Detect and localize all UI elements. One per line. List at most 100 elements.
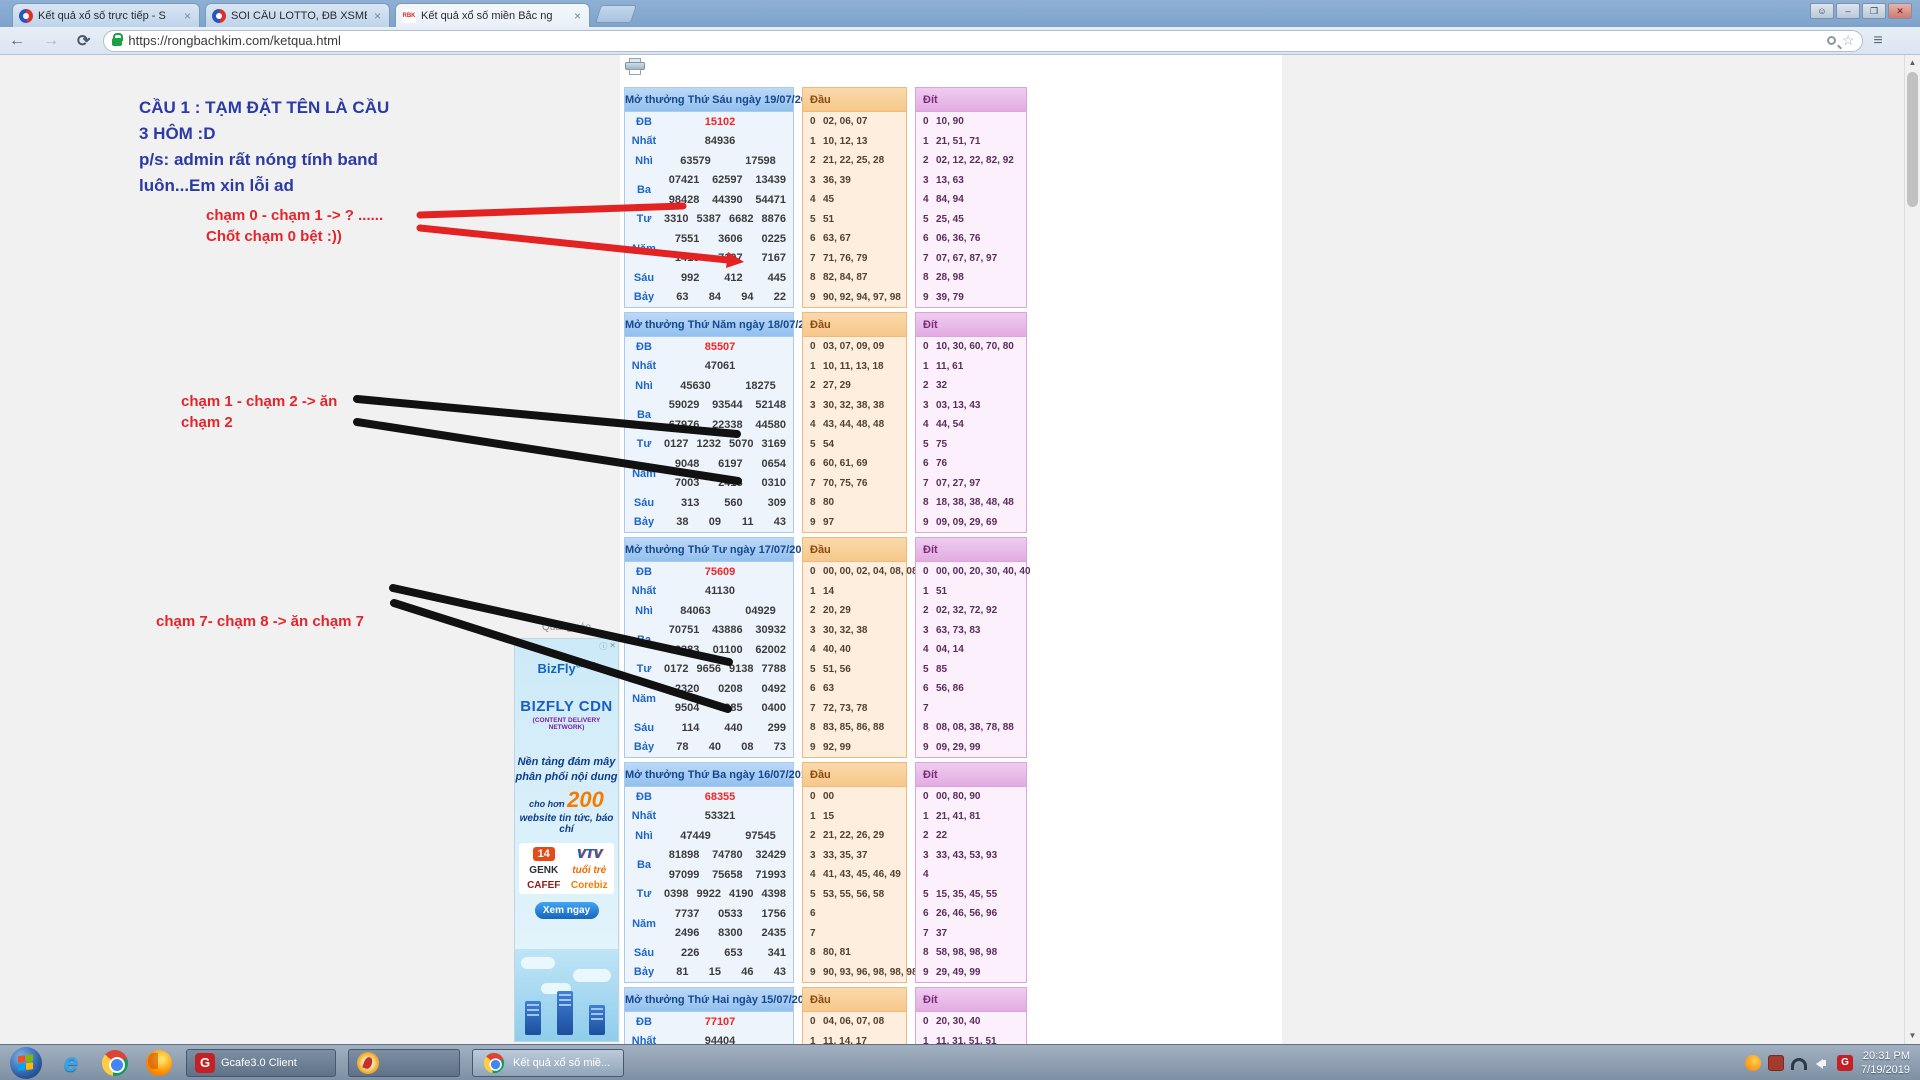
annotation-note-1: chạm 0 - chạm 1 -> ? ...... Chốt chạm 0 b… (206, 207, 384, 245)
scrollbar[interactable]: ▲ ▼ (1904, 55, 1920, 1044)
prize-value: 45630 (680, 379, 711, 392)
scroll-up-icon[interactable]: ▲ (1908, 58, 1917, 67)
prize-value: 15102 (704, 115, 736, 128)
dit-panel-title: Đít (916, 763, 1026, 787)
prize-value: 9504 (674, 702, 700, 715)
dit-row: 5 85 (923, 663, 948, 675)
taskbar-button-garena[interactable] (348, 1048, 460, 1077)
tray-firefox-icon[interactable] (1745, 1054, 1762, 1071)
dau-row: 3 30, 32, 38 (810, 624, 868, 636)
close-button[interactable]: ✕ (1888, 3, 1912, 19)
tab-close-icon[interactable]: × (183, 8, 191, 23)
prize-value: 32429 (755, 849, 786, 862)
taskbar: e G Gcafe3.0 Client Kết quả xổ số miề...… (0, 1044, 1920, 1080)
search-icon[interactable] (1826, 36, 1836, 45)
bookmark-star-icon[interactable]: ☆ (1841, 32, 1855, 48)
prize-row: Nhất 41130 (625, 582, 793, 602)
prize-label: Bảy (633, 516, 655, 529)
tab-1[interactable]: Kết quả xổ số trực tiếp - S × (12, 3, 200, 27)
tray-app-icon[interactable] (1768, 1054, 1785, 1071)
prize-label: Ba (636, 184, 652, 196)
print-icon[interactable] (625, 58, 645, 75)
dau-row: 9 92, 99 (810, 741, 851, 753)
prize-value: 226 (680, 946, 700, 959)
address-bar[interactable]: https://rongbachkim.com/ketqua.html ☆ (103, 29, 1864, 52)
prize-value: 7737 (674, 907, 700, 920)
prize-label: Nhất (631, 810, 657, 823)
lottery-result-block: Mở thưởng Thứ Năm ngày 18/07/2019 ĐB 8550… (624, 312, 1027, 533)
dau-row: 6 60, 61, 69 (810, 458, 868, 470)
prize-row: ĐB 75609 (625, 562, 793, 582)
dit-row: 4 44, 54 (923, 419, 964, 431)
new-tab-button[interactable] (595, 5, 637, 23)
forward-button[interactable]: → (43, 31, 59, 49)
dau-row: 7 70, 75, 76 (810, 477, 868, 489)
prize-value: 97099 (668, 868, 700, 881)
prize-label: ĐB (636, 790, 652, 803)
dit-row: 0 10, 90 (923, 116, 964, 128)
ad-info-icon[interactable]: ⓘ (599, 642, 608, 651)
prize-value: 47449 (680, 829, 711, 842)
menu-icon[interactable]: ≡ (1873, 31, 1883, 49)
tab-close-icon[interactable]: × (573, 8, 581, 23)
ad-close-icon[interactable]: ✕ (609, 641, 616, 650)
tab-close-icon[interactable]: × (373, 8, 381, 23)
dau-row: 4 43, 44, 48, 48 (810, 419, 885, 431)
scroll-thumb[interactable] (1907, 72, 1918, 207)
minimize-button[interactable]: – (1836, 3, 1860, 19)
prize-value: 84936 (704, 135, 736, 148)
prize-value: 44390 (712, 193, 743, 206)
system-tray: G (1745, 1054, 1854, 1071)
taskbar-button-chrome-active[interactable]: Kết quả xổ số miề... (472, 1048, 624, 1077)
prize-value: 992 (680, 271, 700, 284)
dau-row: 4 40, 40 (810, 644, 851, 656)
prize-value: 47061 (704, 360, 736, 373)
prize-value: 1756 (761, 907, 786, 920)
dau-row: 1 10, 12, 13 (810, 135, 868, 147)
back-button[interactable]: ← (9, 31, 25, 49)
dit-row: 0 00, 00, 20, 30, 40, 40 (923, 566, 1031, 578)
prize-value: 43 (773, 966, 786, 979)
ad-illustration (515, 949, 618, 1041)
ad-banner[interactable]: ⓘ ✕ BizFlyCloud BIZFLY CDN (CONTENT DELI… (514, 638, 619, 1042)
prize-value: 40 (708, 741, 721, 754)
prize-row: Ba 81898 74780 32429 97099 75658 71993 (625, 846, 793, 885)
prize-value: 01100 (712, 643, 743, 656)
prize-value: 3169 (761, 438, 786, 451)
prize-label: ĐB (636, 340, 652, 353)
tab-2[interactable]: SOI CẦU LOTTO, ĐB XSMB × (205, 3, 390, 27)
scroll-down-icon[interactable]: ▼ (1908, 1031, 1917, 1040)
chrome-icon[interactable] (100, 1048, 130, 1078)
start-button[interactable] (10, 1046, 42, 1079)
taskbar-button-gcafe[interactable]: G Gcafe3.0 Client (186, 1048, 336, 1077)
tray-volume-icon[interactable] (1814, 1055, 1830, 1071)
dit-row: 3 33, 43, 53, 93 (923, 849, 998, 861)
tab-3-active[interactable]: RBK Kết quả xổ số miền Bắc ng × (395, 3, 590, 27)
tray-gcafe-icon[interactable]: G (1837, 1054, 1854, 1071)
firefox-icon[interactable] (144, 1048, 174, 1078)
maximize-button[interactable]: ❐ (1862, 3, 1886, 19)
dit-row: 7 07, 27, 97 (923, 477, 981, 489)
dit-row: 7 07, 67, 87, 97 (923, 252, 998, 264)
prize-value: 309 (767, 496, 786, 509)
internet-explorer-icon[interactable]: e (63, 1047, 79, 1077)
prize-row: Sáu 992 412 445 (625, 268, 793, 288)
result-table-title: Mở thưởng Thứ Hai ngày 15/07/2019 (625, 988, 816, 1012)
prize-label: Nhì (635, 829, 653, 842)
browser-toolbar: ← → ⟳ https://rongbachkim.com/ketqua.htm… (0, 27, 1920, 55)
taskbar-clock[interactable]: 20:31 PM 7/19/2019 (1861, 1049, 1910, 1077)
prize-value: 2496 (674, 927, 700, 940)
dau-row: 0 00, 00, 02, 04, 08, 08, 09 (810, 566, 935, 578)
reload-button[interactable]: ⟳ (77, 32, 91, 50)
ad-cta-button[interactable]: Xem ngay (534, 902, 599, 919)
ad-partner-logos: 14 VTV GENK tuổi trẻ CAFEF Corebiz (519, 843, 614, 894)
prize-row: Sáu 313 560 309 (625, 493, 793, 513)
dau-panel: Đầu 0 02, 06, 07 1 10, 12, 13 2 21, 22, 25, 2… (802, 87, 907, 308)
tray-headset-icon[interactable] (1791, 1058, 1808, 1070)
prize-value: 7788 (761, 663, 786, 676)
prize-value: 94404 (704, 1035, 736, 1044)
profile-avatar-button[interactable]: ☺ (1810, 3, 1834, 19)
tab-title: Kết quả xổ số miền Bắc ng (421, 9, 553, 22)
prize-value: 114 (681, 721, 700, 734)
dit-row: 3 13, 63 (923, 174, 964, 186)
